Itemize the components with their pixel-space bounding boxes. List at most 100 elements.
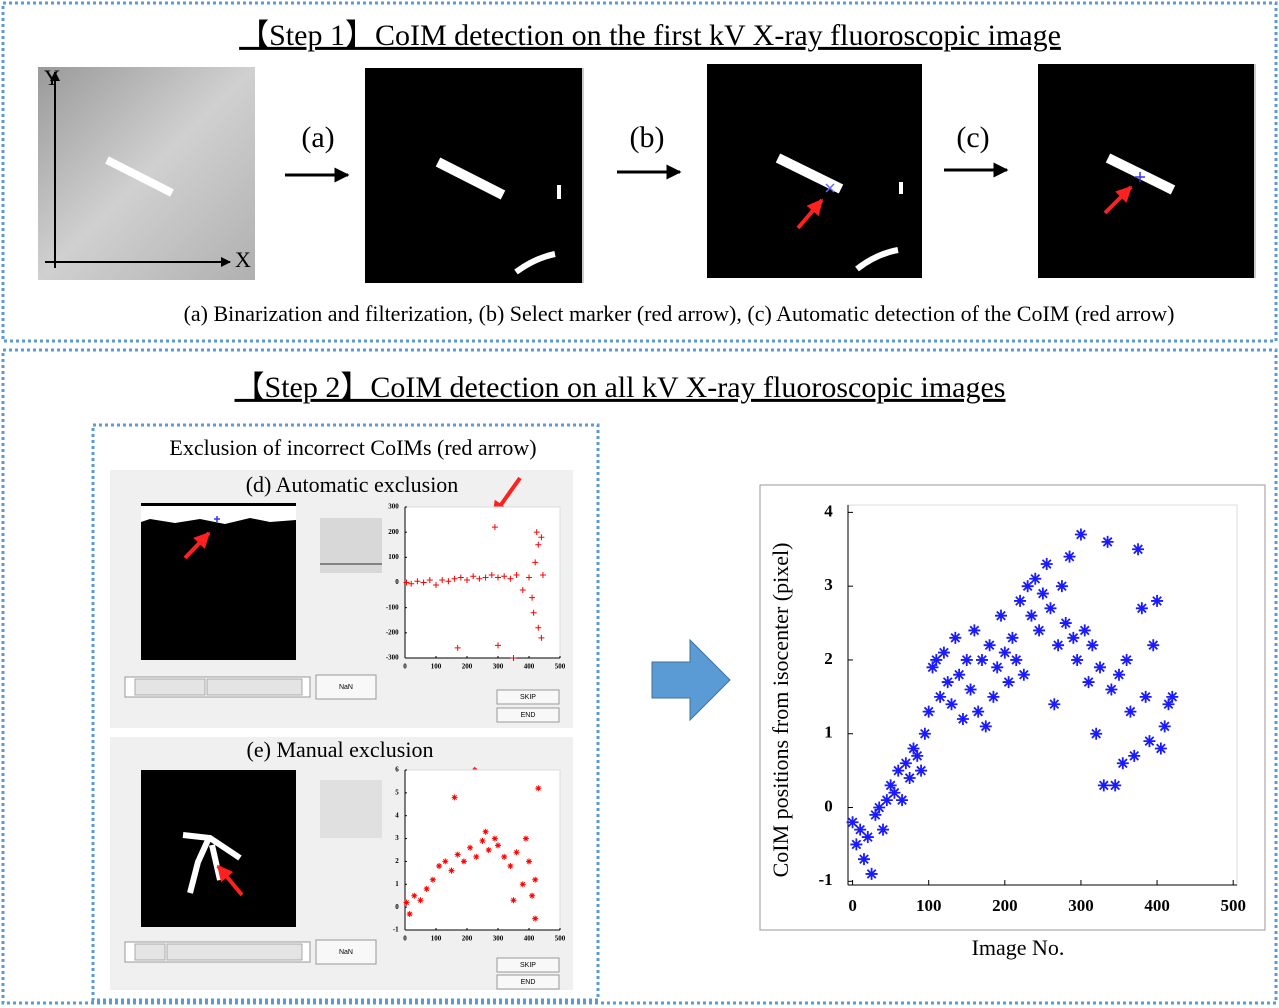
point (514, 849, 520, 855)
x-tick-label: 500 (1220, 896, 1246, 915)
x-tick-label: 200 (462, 935, 473, 943)
y-tick-label: 0 (395, 578, 399, 586)
exclusion-title: Exclusion of incorrect CoIMs (red arrow) (169, 435, 536, 460)
plot-area (405, 770, 560, 930)
fluoro-image (38, 67, 255, 280)
step2-title: 【Step 2】CoIM detection on all kV X-ray f… (235, 371, 1006, 404)
point (1041, 558, 1053, 570)
x-tick-label: 100 (431, 935, 442, 943)
value-box-text: NaN (339, 684, 353, 691)
point (999, 647, 1011, 659)
step-label: (c) (956, 121, 989, 154)
point (480, 838, 486, 844)
y-tick-label: 2 (824, 649, 833, 668)
y-tick-label: -1 (393, 926, 399, 934)
point (1056, 580, 1068, 592)
point (1037, 588, 1049, 600)
x-tick-label: 300 (1068, 896, 1094, 915)
axis-x-label: X (235, 247, 251, 272)
point (904, 772, 916, 784)
point (1136, 602, 1148, 614)
point (1018, 669, 1030, 681)
y-tick-label: 100 (388, 553, 399, 561)
point (1102, 536, 1114, 548)
y-tick-label: 4 (824, 501, 833, 520)
point (532, 916, 538, 922)
point (1105, 683, 1117, 695)
x-tick-label: 100 (916, 896, 942, 915)
x-tick-label: 100 (431, 663, 442, 671)
x-tick-label: 0 (848, 896, 857, 915)
point (532, 877, 538, 883)
point (1124, 706, 1136, 718)
point (1090, 728, 1102, 740)
point (449, 868, 455, 874)
plot-area (848, 505, 1237, 885)
detected-image (1038, 64, 1255, 278)
y-tick-label: 4 (395, 811, 399, 819)
x-tick-label: 0 (403, 663, 407, 671)
y-tick-label: 2 (395, 857, 399, 865)
y-tick-label: -200 (386, 628, 399, 636)
point (452, 794, 458, 800)
point (507, 863, 513, 869)
point (1143, 735, 1155, 747)
y-axis-label: CoIM positions from isocenter (pixel) (768, 543, 793, 878)
y-tick-label: 6 (395, 766, 399, 774)
y-tick-label: -100 (386, 603, 399, 611)
point (965, 683, 977, 695)
point (461, 858, 467, 864)
x-tick-label: 300 (493, 935, 504, 943)
point (1140, 691, 1152, 703)
point (1033, 624, 1045, 636)
point (1166, 691, 1178, 703)
button-label[interactable]: SKIP (520, 962, 536, 969)
button-label[interactable]: END (521, 979, 536, 986)
point (483, 829, 489, 835)
x-tick-label: 500 (555, 663, 566, 671)
x-tick-label: 400 (524, 935, 535, 943)
value-box-text: NaN (339, 949, 353, 956)
x-tick-label: 500 (555, 935, 566, 943)
point (911, 750, 923, 762)
axis-y-label: Y (44, 65, 60, 90)
x-axis-label: Image No. (972, 935, 1065, 960)
point (968, 624, 980, 636)
y-tick-label: 1 (395, 880, 399, 888)
point (418, 897, 424, 903)
point (1109, 779, 1121, 791)
point (492, 836, 498, 842)
y-tick-label: -1 (819, 870, 833, 889)
selected-image (707, 64, 922, 278)
point (987, 691, 999, 703)
y-tick-label: -300 (386, 654, 399, 662)
x-tick-label: 400 (524, 663, 535, 671)
button-label[interactable]: END (521, 712, 536, 719)
point (1098, 779, 1110, 791)
point (1006, 632, 1018, 644)
step1-title: 【Step 1】CoIM detection on the first kV X… (239, 19, 1061, 52)
panel-label: (e) Manual exclusion (247, 737, 434, 762)
point (1044, 602, 1056, 614)
point (467, 845, 473, 851)
point (520, 881, 526, 887)
y-tick-label: 200 (388, 528, 399, 536)
point (529, 893, 535, 899)
point (526, 858, 532, 864)
point (1132, 543, 1144, 555)
point (949, 632, 961, 644)
flow-arrow (652, 640, 730, 720)
point (1079, 624, 1091, 636)
point (1128, 750, 1140, 762)
point (430, 877, 436, 883)
x-tick-label: 0 (403, 935, 407, 943)
point (1113, 669, 1125, 681)
x-tick-label: 200 (992, 896, 1018, 915)
y-tick-label: 0 (395, 903, 399, 911)
point (1025, 610, 1037, 622)
y-tick-label: 0 (824, 796, 833, 815)
y-tick-label: 1 (824, 723, 833, 742)
point (1117, 757, 1129, 769)
button-label[interactable]: SKIP (520, 694, 536, 701)
figure: 【Step 1】CoIM detection on the first kV X… (0, 0, 1279, 1008)
